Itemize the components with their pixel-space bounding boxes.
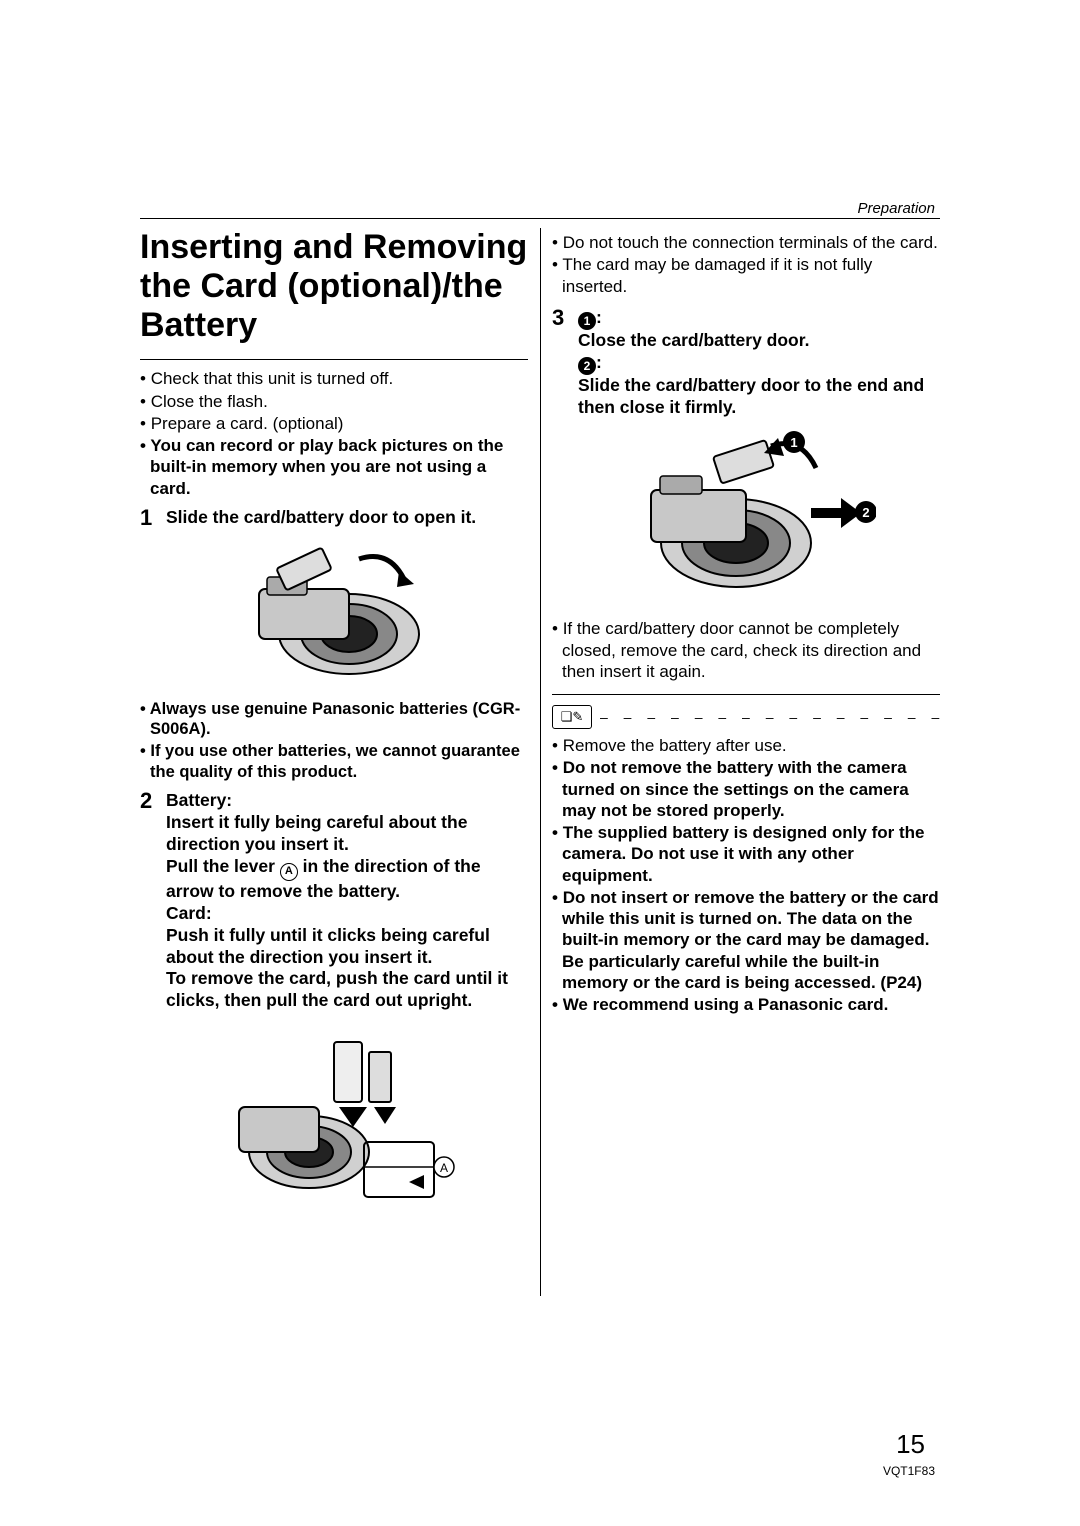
- column-divider: [540, 228, 541, 1296]
- camera-insert-icon: A: [209, 1022, 459, 1222]
- page-number: 15: [896, 1429, 925, 1460]
- svg-text:2: 2: [862, 505, 869, 520]
- top-rule: [140, 218, 940, 219]
- figure-step2: A: [140, 1022, 528, 1222]
- step-text: Battery: Insert it fully being careful a…: [166, 790, 528, 1012]
- substep-1-icon: 1: [578, 312, 596, 330]
- step-3: 3 1: Close the card/battery door. 2: Sli…: [552, 307, 940, 419]
- step3-note-list: If the card/battery door cannot be compl…: [552, 618, 940, 682]
- note-box-icon: ❏✎: [552, 705, 592, 729]
- intro-item: Check that this unit is turned off.: [140, 368, 528, 389]
- step2-p4: To remove the card, push the card until …: [166, 968, 508, 1010]
- intro-item: Prepare a card. (optional): [140, 413, 528, 434]
- step2-p1: Insert it fully being careful about the …: [166, 812, 467, 854]
- svg-text:1: 1: [790, 435, 797, 450]
- step-text: 1: Close the card/battery door. 2: Slide…: [578, 307, 940, 419]
- right-top-notes: Do not touch the connection terminals of…: [552, 232, 940, 297]
- note-item: Do not remove the battery with the camer…: [552, 757, 940, 821]
- step3-s2: Slide the card/battery door to the end a…: [578, 375, 924, 417]
- step2-p2a: Pull the lever: [166, 856, 280, 876]
- intro-item: You can record or play back pictures on …: [140, 435, 528, 499]
- card-label: Card:: [166, 903, 212, 923]
- note-item: If you use other batteries, we cannot gu…: [140, 741, 528, 782]
- step-2: 2 Battery: Insert it fully being careful…: [140, 790, 528, 1012]
- section-rule: [552, 694, 940, 695]
- dash-line: – – – – – – – – – – – – – – – – –: [600, 709, 940, 725]
- step-number: 3: [552, 307, 570, 419]
- camera-open-door-icon: [219, 539, 449, 689]
- camera-close-door-icon: 1 2: [616, 428, 876, 608]
- battery-label: Battery:: [166, 790, 232, 810]
- lever-a-icon: A: [280, 863, 298, 881]
- final-notes-list: Remove the battery after use. Do not rem…: [552, 735, 940, 1015]
- svg-text:A: A: [440, 1161, 448, 1175]
- note-item: The card may be damaged if it is not ful…: [552, 254, 940, 297]
- step-number: 2: [140, 790, 158, 1012]
- note-item: We recommend using a Panasonic card.: [552, 994, 940, 1015]
- intro-list: Check that this unit is turned off. Clos…: [140, 368, 528, 499]
- figure-step1: [140, 539, 528, 689]
- note-item: Do not touch the connection terminals of…: [552, 232, 940, 253]
- notes-divider: ❏✎ – – – – – – – – – – – – – – – – –: [552, 705, 940, 729]
- note-item: Remove the battery after use.: [552, 735, 940, 756]
- note-item: Do not insert or remove the battery or t…: [552, 887, 940, 993]
- step-text: Slide the card/battery door to open it.: [166, 507, 528, 529]
- step-number: 1: [140, 507, 158, 529]
- page-title: Inserting and Removing the Card (optiona…: [140, 228, 528, 345]
- section-header: Preparation: [857, 200, 935, 217]
- step3-s1: Close the card/battery door.: [578, 330, 809, 350]
- step1-notes: Always use genuine Panasonic batteries (…: [140, 699, 528, 783]
- note-item: Always use genuine Panasonic batteries (…: [140, 699, 528, 740]
- document-code: VQT1F83: [883, 1464, 935, 1478]
- note-item: The supplied battery is designed only fo…: [552, 822, 940, 886]
- figure-step3: 1 2: [552, 428, 940, 608]
- note-item: If the card/battery door cannot be compl…: [552, 618, 940, 682]
- intro-item: Close the flash.: [140, 391, 528, 412]
- step2-p3: Push it fully until it clicks being care…: [166, 925, 490, 967]
- step-1: 1 Slide the card/battery door to open it…: [140, 507, 528, 529]
- substep-2-icon: 2: [578, 357, 596, 375]
- title-rule: [140, 359, 528, 360]
